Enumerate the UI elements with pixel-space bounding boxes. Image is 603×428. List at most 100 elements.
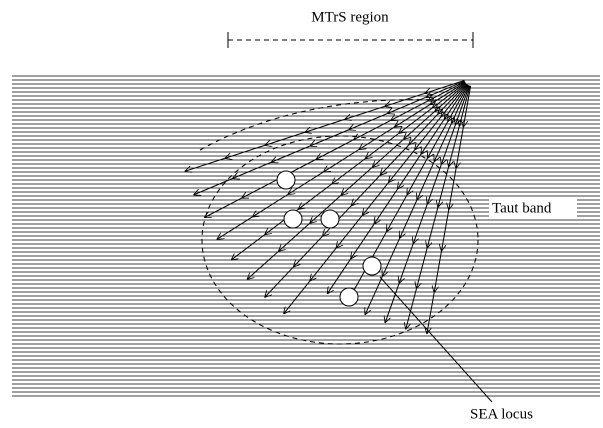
arrow <box>388 149 415 183</box>
arrow <box>323 149 360 172</box>
arrow <box>455 85 470 126</box>
arrow <box>415 116 442 150</box>
arrow <box>438 83 467 115</box>
arrow <box>341 167 373 195</box>
band-label: Taut band <box>492 200 552 216</box>
arrow <box>386 194 408 232</box>
arrow <box>441 124 456 165</box>
arrow <box>365 276 383 315</box>
arrow-field <box>185 79 472 334</box>
arrow <box>403 110 436 139</box>
arrow <box>421 119 445 155</box>
arrow <box>247 251 279 279</box>
arrow <box>441 209 450 251</box>
arrow <box>265 131 305 145</box>
arrow <box>351 223 375 259</box>
arrow <box>430 81 466 104</box>
arrow <box>441 83 468 117</box>
arrow <box>417 161 435 200</box>
arrow <box>407 158 428 195</box>
arrow <box>459 85 471 127</box>
arrow <box>427 164 442 205</box>
arrow <box>451 85 470 123</box>
arrow <box>194 178 233 195</box>
arrow <box>400 199 418 238</box>
arrow <box>444 84 468 120</box>
arrow <box>271 145 310 162</box>
arrow <box>293 236 323 267</box>
sea-point <box>362 256 382 276</box>
arrow <box>310 248 337 281</box>
sea-point <box>283 209 303 229</box>
arrow <box>413 204 428 244</box>
locus-label: SEA locus <box>470 406 533 422</box>
arrow <box>449 168 457 210</box>
arrow <box>426 80 465 97</box>
arrow <box>345 105 385 119</box>
arrow <box>385 283 400 323</box>
arrow <box>397 154 422 189</box>
arrow <box>449 126 460 167</box>
arrow <box>232 161 272 178</box>
sea-points <box>276 170 382 307</box>
pointer-line <box>379 276 493 403</box>
arrow <box>390 100 428 121</box>
arrow <box>310 129 349 146</box>
arrow <box>327 258 351 294</box>
arrow <box>434 123 452 162</box>
arrow <box>427 207 439 249</box>
arrow <box>284 280 311 314</box>
arrow <box>362 182 389 216</box>
arrow <box>204 197 242 219</box>
arrow <box>385 92 425 106</box>
arrow <box>427 292 435 334</box>
arrow <box>348 113 388 130</box>
arrow <box>310 195 342 223</box>
arrow <box>399 107 433 133</box>
arrow <box>252 194 289 217</box>
arrow <box>427 121 449 159</box>
arrow <box>428 81 466 102</box>
arrow <box>424 79 465 93</box>
arrow <box>217 216 253 239</box>
arrow <box>456 127 464 168</box>
arrow <box>231 234 265 260</box>
arrow <box>225 144 265 158</box>
arrow <box>351 175 381 206</box>
arrow <box>438 166 450 208</box>
arrow <box>448 84 469 122</box>
arrow <box>416 248 428 289</box>
arrow <box>435 82 467 111</box>
label-bg <box>489 199 577 219</box>
arrow <box>399 243 414 284</box>
arrow <box>332 158 366 184</box>
sea-point <box>320 209 340 229</box>
arrow <box>432 82 466 108</box>
arrow <box>409 113 439 145</box>
arrow <box>288 171 324 194</box>
arrow <box>316 139 354 160</box>
arrow <box>353 120 391 141</box>
arrow <box>374 189 398 224</box>
arrow <box>394 104 431 127</box>
arrow <box>278 223 310 251</box>
arrow <box>406 288 417 330</box>
arrow <box>265 266 294 298</box>
arrow <box>241 178 279 199</box>
dashed-arc <box>199 99 441 151</box>
arrow <box>434 251 442 292</box>
arrow <box>185 157 225 171</box>
arrow <box>365 133 399 158</box>
arrow <box>380 144 410 176</box>
fiber-lines <box>12 75 600 397</box>
sea-point <box>339 287 359 307</box>
arrow <box>359 126 395 149</box>
arrow <box>305 118 345 132</box>
arrow <box>336 215 363 249</box>
arrow <box>298 183 332 209</box>
dashed-ellipse <box>201 135 479 345</box>
arrow <box>382 238 401 276</box>
arrow <box>372 139 404 167</box>
